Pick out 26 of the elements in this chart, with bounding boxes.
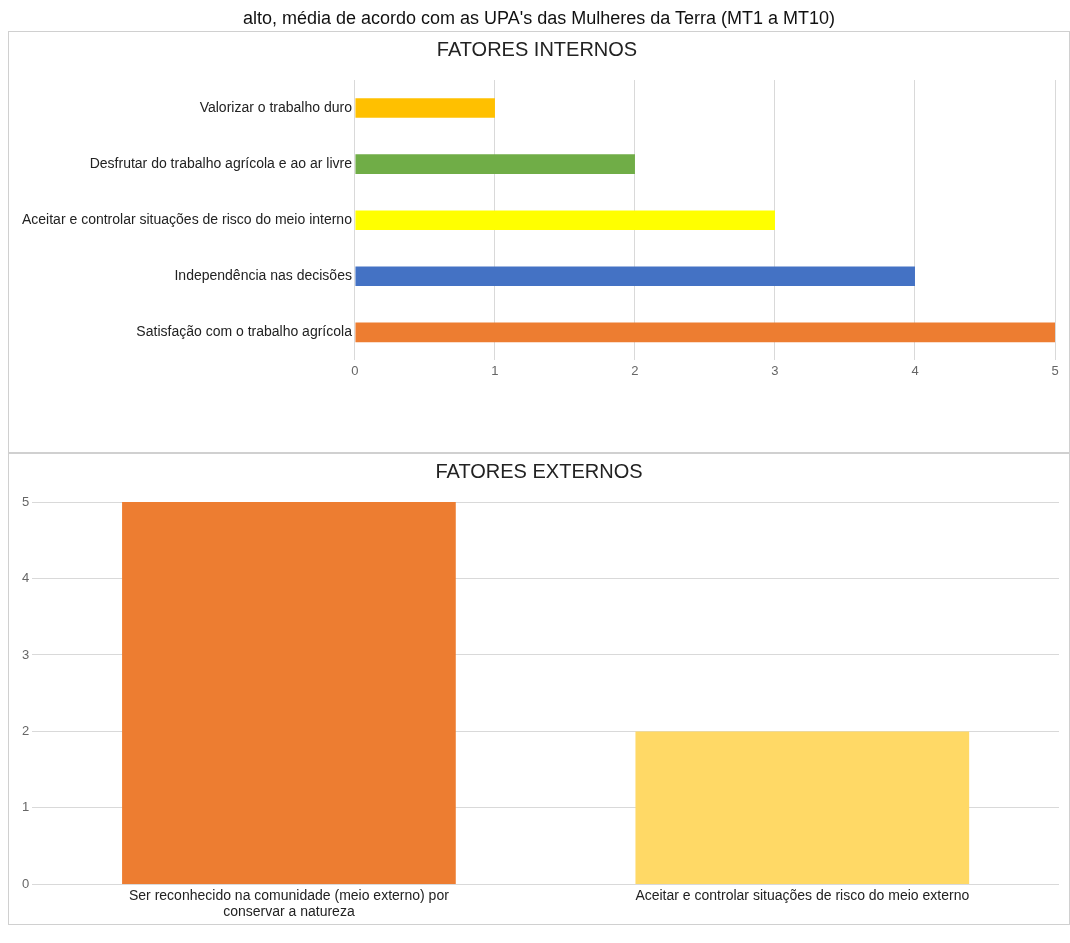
text: alto, média de acordo com as UPA's das Mulheres da Terra (MT1 a MT10) xyxy=(242,8,836,29)
y-tick-label: Valorizar o trabalho duro xyxy=(199,98,353,115)
y-tick-label: Independência nas decisões xyxy=(174,267,352,284)
bar xyxy=(355,98,495,118)
y-tick-label: 5 xyxy=(22,493,30,509)
y-tick-label: 4 xyxy=(22,570,30,586)
bar xyxy=(355,154,635,174)
y-tick-label: Desfrutar do trabalho agrícola e ao ar livre xyxy=(89,154,353,171)
y-tick-label: Satisfação com o trabalho agrícola xyxy=(136,323,353,340)
y-tick-label: 3 xyxy=(22,646,30,662)
x-tick-label: Aceitar e controlar situações de risco do meio externo xyxy=(635,886,970,903)
y-tick-label: 1 xyxy=(22,799,30,815)
chart-title: FATORES EXTERNOS xyxy=(435,459,643,482)
x-tick-label: 3 xyxy=(771,362,779,378)
y-tick-label: 0 xyxy=(22,875,30,891)
bar xyxy=(355,210,775,231)
x-tick-label: 5 xyxy=(1051,362,1059,378)
x-tick-label: Ser reconhecido na comunidade (meio externo) por conservar a natureza xyxy=(128,886,450,920)
bar xyxy=(355,322,1055,343)
chart-title: FATORES INTERNOS xyxy=(436,37,638,60)
y-tick-label: 2 xyxy=(22,723,30,739)
bar xyxy=(355,266,915,287)
x-tick-label: 4 xyxy=(911,362,919,378)
y-tick-label: Aceitar e controlar situações de risco do meio interno xyxy=(21,211,353,228)
x-tick-label: 2 xyxy=(631,362,639,378)
x-tick-label: 1 xyxy=(491,362,499,378)
